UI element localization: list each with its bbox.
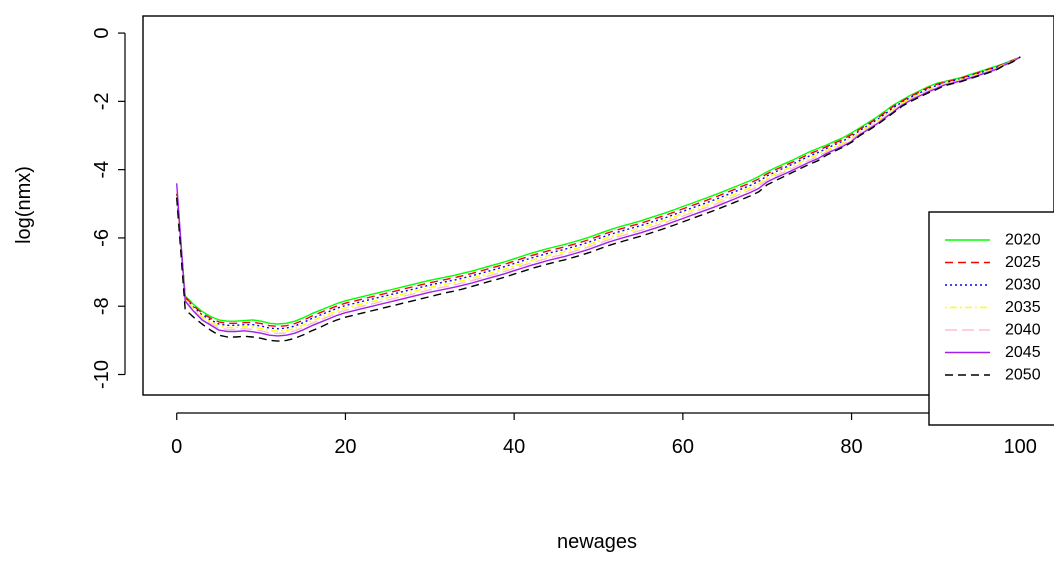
y-tick-label: -4 bbox=[91, 161, 113, 179]
y-tick-label: -2 bbox=[91, 92, 113, 110]
series-line-2035 bbox=[176, 56, 1021, 332]
series-line-2030 bbox=[176, 56, 1021, 330]
series-line-2050 bbox=[176, 56, 1021, 342]
y-tick-label: -6 bbox=[91, 229, 113, 247]
y-tick-label: 0 bbox=[91, 28, 113, 39]
series-line-2025 bbox=[176, 56, 1021, 328]
legend-label-2045: 2045 bbox=[1005, 344, 1041, 361]
x-tick-label: 80 bbox=[840, 436, 862, 458]
y-tick-label: -8 bbox=[91, 297, 113, 315]
legend-label-2030: 2030 bbox=[1005, 277, 1041, 294]
y-tick-label: -10 bbox=[91, 360, 113, 389]
series-line-2040 bbox=[176, 56, 1021, 335]
legend-box bbox=[928, 211, 1054, 426]
x-axis: 0 20 40 60 80 100 bbox=[171, 412, 1037, 458]
legend-label-2040: 2040 bbox=[1005, 322, 1041, 339]
y-axis-title: log(nmx) bbox=[13, 166, 35, 244]
x-tick-label: 100 bbox=[1004, 436, 1037, 458]
legend: 2020 2025 2030 2035 2040 2045 2050 bbox=[928, 211, 1054, 426]
series-line-2045 bbox=[176, 56, 1021, 337]
legend-label-2020: 2020 bbox=[1005, 232, 1041, 249]
series-line-2020 bbox=[176, 56, 1021, 325]
x-tick-label: 40 bbox=[503, 436, 525, 458]
legend-label-2050: 2050 bbox=[1005, 367, 1041, 384]
plot-area-frame bbox=[142, 15, 1054, 396]
x-tick-label: 60 bbox=[672, 436, 694, 458]
x-tick-label: 20 bbox=[334, 436, 356, 458]
series-layer bbox=[176, 56, 1021, 342]
legend-label-2035: 2035 bbox=[1005, 299, 1041, 316]
x-tick-label: 0 bbox=[171, 436, 182, 458]
legend-label-2025: 2025 bbox=[1005, 254, 1041, 271]
y-axis: 0 -2 -4 -6 -8 -10 bbox=[91, 28, 126, 389]
x-axis-title: newages bbox=[557, 531, 637, 553]
